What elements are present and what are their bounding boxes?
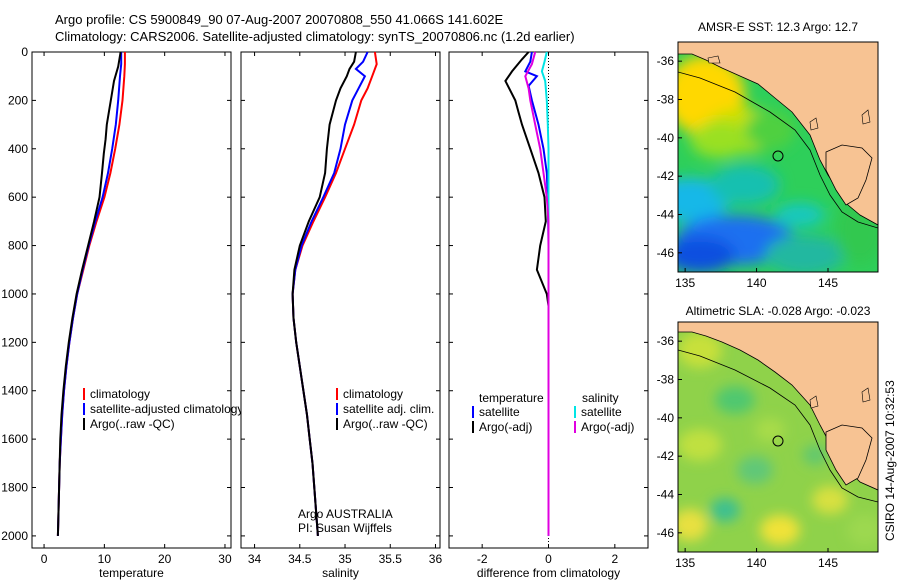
x-axis-label: difference from climatology — [477, 566, 620, 580]
y-tick-label: 1000 — [1, 287, 28, 301]
legend-header-temperature: temperature — [479, 391, 544, 405]
argo-attribution: Argo AUSTRALIA — [298, 507, 393, 521]
x-tick-label: 30 — [218, 552, 232, 566]
series-line — [524, 51, 550, 536]
sla-map: Altimetric SLA: -0.028 Argo: -0.023 — [657, 304, 879, 570]
map-y-tick-label: -38 — [657, 373, 675, 387]
map-y-tick-label: -44 — [657, 488, 675, 502]
legend-entry: climatology — [90, 387, 150, 401]
x-tick-label: 34 — [248, 552, 262, 566]
y-tick-label: 600 — [8, 190, 28, 204]
map-y-tick-label: -46 — [657, 246, 675, 260]
y-tick-label: 1800 — [1, 481, 28, 495]
map-x-tick-label: 145 — [818, 276, 838, 290]
y-tick-label: 800 — [8, 239, 28, 253]
y-tick-label: 1400 — [1, 384, 28, 398]
csiro-stamp: CSIRO 14-Aug-2007 10:32:53 — [883, 380, 897, 541]
map-x-tick-label: 140 — [747, 556, 767, 570]
legend-header-salinity: salinity — [582, 391, 619, 405]
temperature-panel: 0 10 20 30 0 200 400 600 800 1000 1200 1400 1600 1800… — [1, 45, 243, 580]
x-tick-label: 35 — [338, 552, 352, 566]
y-tick-label: 1200 — [1, 335, 28, 349]
y-tick-label: 0 — [21, 45, 28, 59]
pi-attribution: PI: Susan Wijffels — [298, 521, 392, 535]
map-y-tick-label: -44 — [657, 208, 675, 222]
map-x-tick-label: 135 — [675, 556, 695, 570]
legend-entry: satellite-adjusted climatology — [90, 402, 243, 416]
sst-field — [678, 42, 878, 272]
sst-map: AMSR-E SST: 12.3 Argo: 12.7 — [657, 20, 879, 290]
salinity-panel: 34 34.5 35 35.5 36 salinity climatologysatelli… — [240, 51, 443, 580]
sla-map-title: Altimetric SLA: -0.028 Argo: -0.023 — [686, 304, 871, 318]
sla-axis-ticks: 135 140 145 -36 -38 -40 -42 -44 -46 — [657, 334, 839, 570]
legend-entry: satellite — [479, 405, 520, 419]
x-tick-label: 20 — [158, 552, 172, 566]
legend-entry: Argo(-adj) — [581, 420, 634, 434]
map-y-tick-label: -40 — [657, 131, 675, 145]
x-axis-label: temperature — [99, 566, 164, 580]
map-x-tick-label: 140 — [747, 276, 767, 290]
legend-entry: satellite adj. clim. — [343, 402, 434, 416]
legend-entry: climatology — [343, 387, 403, 401]
sst-axis-ticks: 135 140 145 -36 -38 -40 -42 -44 -46 — [657, 54, 839, 290]
x-tick-label: 34.5 — [288, 552, 312, 566]
x-tick-label: 35.5 — [379, 552, 403, 566]
map-y-tick-label: -42 — [657, 449, 675, 463]
header-line2: Climatology: CARS2006. Satellite-adjuste… — [55, 29, 575, 44]
y-tick-label: 1600 — [1, 432, 28, 446]
legend-entry: Argo(..raw -QC) — [343, 417, 428, 431]
y-tick-label: 200 — [8, 93, 28, 107]
x-tick-label: 0 — [545, 552, 552, 566]
x-axis-label: salinity — [322, 566, 359, 580]
sla-field — [678, 322, 878, 552]
y-tick-label: 2000 — [1, 529, 28, 543]
map-x-tick-label: 135 — [675, 276, 695, 290]
map-y-tick-label: -38 — [657, 93, 675, 107]
x-tick-label: 10 — [98, 552, 112, 566]
sst-argo-marker — [772, 150, 784, 162]
x-tick-label: 2 — [611, 552, 618, 566]
map-x-tick-label: 145 — [818, 556, 838, 570]
map-y-tick-label: -36 — [657, 54, 675, 68]
header-line1: Argo profile: CS 5900849_90 07-Aug-2007 … — [55, 12, 503, 27]
x-tick-label: -2 — [477, 552, 488, 566]
plot-frame — [31, 51, 232, 549]
x-tick-label: 0 — [41, 552, 48, 566]
x-tick-label: 36 — [429, 552, 443, 566]
legend-entry: Argo(..raw -QC) — [90, 417, 175, 431]
map-y-tick-label: -46 — [657, 526, 675, 540]
series-line — [56, 51, 122, 536]
y-tick-label: 400 — [8, 142, 28, 156]
series-line — [504, 51, 550, 536]
map-y-tick-label: -40 — [657, 411, 675, 425]
series-line — [291, 51, 357, 536]
plot-frame — [240, 51, 441, 549]
series-line — [540, 51, 550, 536]
map-y-tick-label: -42 — [657, 169, 675, 183]
legend-entry: satellite — [581, 405, 622, 419]
sla-argo-marker — [772, 435, 784, 447]
map-y-tick-label: -36 — [657, 334, 675, 348]
sst-map-title: AMSR-E SST: 12.3 Argo: 12.7 — [698, 20, 858, 34]
legend-entry: Argo(-adj) — [479, 420, 532, 434]
